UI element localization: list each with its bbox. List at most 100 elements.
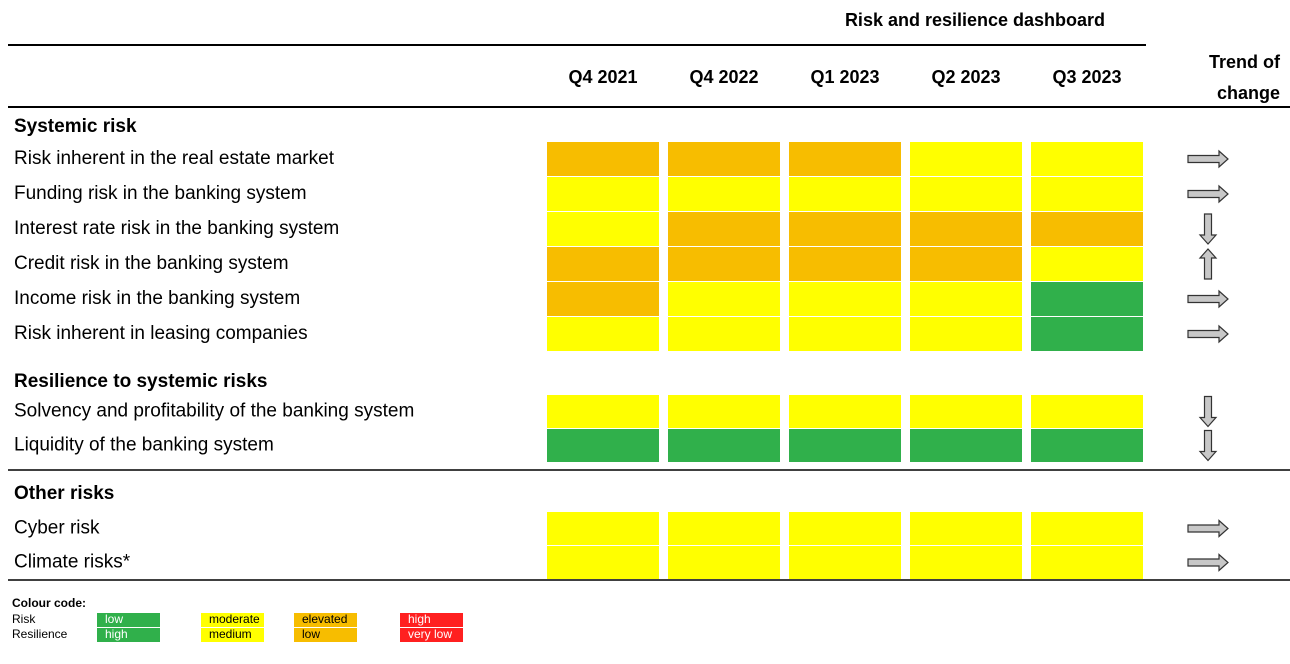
status-cell xyxy=(910,512,1022,545)
status-cell xyxy=(1031,282,1143,316)
status-cell xyxy=(910,247,1022,281)
title: Risk and resilience dashboard xyxy=(845,10,1105,30)
status-cell xyxy=(910,317,1022,351)
column-header: Q4 2021 xyxy=(568,67,637,87)
status-cell xyxy=(789,177,901,211)
section-title: Systemic risk xyxy=(14,116,137,137)
legend-label: high xyxy=(408,612,431,626)
legend-swatch xyxy=(97,628,160,642)
status-cell xyxy=(547,247,659,281)
row-label: Climate risks* xyxy=(14,552,131,573)
row-label: Funding risk in the banking system xyxy=(14,183,307,204)
status-cell xyxy=(1031,247,1143,281)
status-cell xyxy=(1031,395,1143,428)
legend-label: high xyxy=(105,627,128,641)
status-cell xyxy=(668,177,780,211)
trend-arrow xyxy=(1187,553,1229,572)
status-cell xyxy=(668,247,780,281)
row-label: Solvency and profitability of the bankin… xyxy=(14,401,414,422)
legend-swatch xyxy=(294,628,357,642)
status-cell xyxy=(1031,512,1143,545)
trend-arrow xyxy=(1187,184,1229,204)
status-cell xyxy=(547,395,659,428)
status-cell xyxy=(547,512,659,545)
row-label: Credit risk in the banking system xyxy=(14,253,289,274)
status-cell xyxy=(789,317,901,351)
status-cell xyxy=(910,395,1022,428)
row-label: Risk inherent in leasing companies xyxy=(14,323,308,344)
status-cell xyxy=(789,142,901,176)
row-label: Income risk in the banking system xyxy=(14,288,300,309)
legend-swatch xyxy=(97,613,160,627)
status-cell xyxy=(668,512,780,545)
status-cell xyxy=(547,282,659,316)
legend-label: very low xyxy=(408,627,452,641)
legend-row-label: Resilience xyxy=(12,627,68,641)
status-cell xyxy=(668,429,780,462)
status-cell xyxy=(547,177,659,211)
status-cell xyxy=(547,142,659,176)
trend-arrow xyxy=(1187,289,1229,309)
status-cell xyxy=(1031,429,1143,462)
status-cell xyxy=(547,546,659,579)
status-cell xyxy=(910,177,1022,211)
column-header: Q1 2023 xyxy=(810,67,879,87)
legend-label: moderate xyxy=(209,612,260,626)
trend-arrow xyxy=(1187,324,1229,344)
status-cell xyxy=(789,282,901,316)
trend-arrow xyxy=(1187,519,1229,538)
status-cell xyxy=(789,212,901,246)
status-cell xyxy=(668,546,780,579)
trend-arrow xyxy=(1198,213,1218,245)
status-cell xyxy=(910,212,1022,246)
legend-swatch xyxy=(294,613,357,627)
trend-arrow xyxy=(1198,395,1218,428)
status-cell xyxy=(1031,546,1143,579)
status-cell xyxy=(910,282,1022,316)
legend-swatch xyxy=(400,613,463,627)
legend-swatch xyxy=(201,613,264,627)
status-cell xyxy=(547,212,659,246)
status-cell xyxy=(668,282,780,316)
legend-row-label: Risk xyxy=(12,612,36,626)
status-cell xyxy=(668,212,780,246)
trend-header: change xyxy=(1217,83,1280,103)
status-cell xyxy=(668,395,780,428)
section-title: Resilience to systemic risks xyxy=(14,371,267,392)
status-cell xyxy=(668,142,780,176)
row-label: Liquidity of the banking system xyxy=(14,435,274,456)
legend-label: medium xyxy=(209,627,252,641)
legend-swatch xyxy=(201,628,264,642)
trend-arrow xyxy=(1198,248,1218,280)
column-header: Q2 2023 xyxy=(931,67,1000,87)
status-cell xyxy=(668,317,780,351)
status-cell xyxy=(910,546,1022,579)
status-cell xyxy=(789,395,901,428)
status-cell xyxy=(1031,142,1143,176)
column-header: Q4 2022 xyxy=(689,67,758,87)
row-label: Interest rate risk in the banking system xyxy=(14,218,339,239)
trend-arrow xyxy=(1198,429,1218,462)
status-cell xyxy=(1031,317,1143,351)
legend-label: low xyxy=(302,627,320,641)
legend-swatch xyxy=(400,628,463,642)
status-cell xyxy=(789,429,901,462)
section-title: Other risks xyxy=(14,483,114,504)
trend-header: Trend of xyxy=(1209,52,1281,72)
row-label: Risk inherent in the real estate market xyxy=(14,148,335,169)
status-cell xyxy=(910,142,1022,176)
status-cell xyxy=(547,429,659,462)
trend-arrow xyxy=(1187,149,1229,169)
status-cell xyxy=(789,546,901,579)
legend-label: elevated xyxy=(302,612,347,626)
status-cell xyxy=(789,247,901,281)
row-label: Cyber risk xyxy=(14,518,100,539)
status-cell xyxy=(910,429,1022,462)
status-cell xyxy=(547,317,659,351)
status-cell xyxy=(1031,212,1143,246)
legend-label: low xyxy=(105,612,123,626)
column-header: Q3 2023 xyxy=(1052,67,1121,87)
status-cell xyxy=(789,512,901,545)
status-cell xyxy=(1031,177,1143,211)
